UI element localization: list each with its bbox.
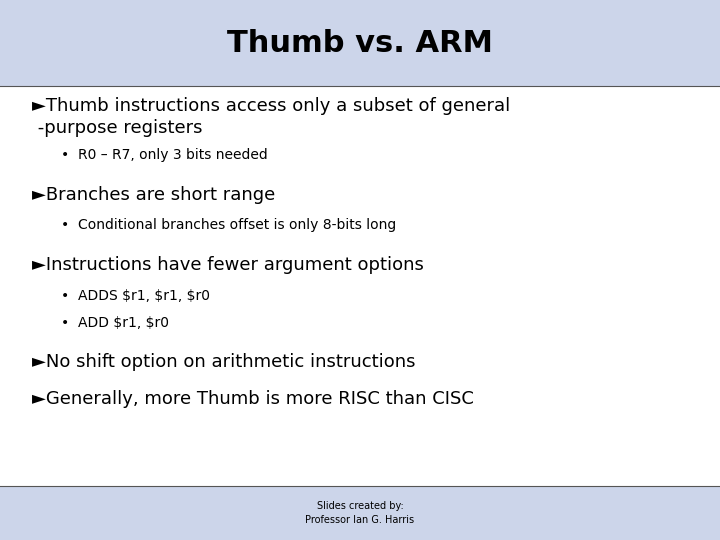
Text: ►Thumb instructions access only a subset of general
 -purpose registers: ►Thumb instructions access only a subset… — [32, 97, 510, 137]
Text: Thumb vs. ARM: Thumb vs. ARM — [227, 29, 493, 58]
Text: •  R0 – R7, only 3 bits needed: • R0 – R7, only 3 bits needed — [61, 148, 268, 162]
Text: •  ADD \$r1, \$r0: • ADD \$r1, \$r0 — [61, 316, 169, 330]
Text: Slides created by:
Professor Ian G. Harris: Slides created by: Professor Ian G. Harr… — [305, 501, 415, 525]
Text: •  ADDS \$r1, \$r1, \$r0: • ADDS \$r1, \$r1, \$r0 — [61, 289, 210, 303]
Text: ►Instructions have fewer argument options: ►Instructions have fewer argument option… — [32, 256, 424, 274]
Text: ►Generally, more Thumb is more RISC than CISC: ►Generally, more Thumb is more RISC than… — [32, 390, 474, 408]
Text: ►Branches are short range: ►Branches are short range — [32, 186, 276, 204]
Text: ►No shift option on arithmetic instructions: ►No shift option on arithmetic instructi… — [32, 353, 416, 371]
Text: •  Conditional branches offset is only 8-bits long: • Conditional branches offset is only 8-… — [61, 218, 397, 232]
FancyBboxPatch shape — [0, 86, 720, 486]
